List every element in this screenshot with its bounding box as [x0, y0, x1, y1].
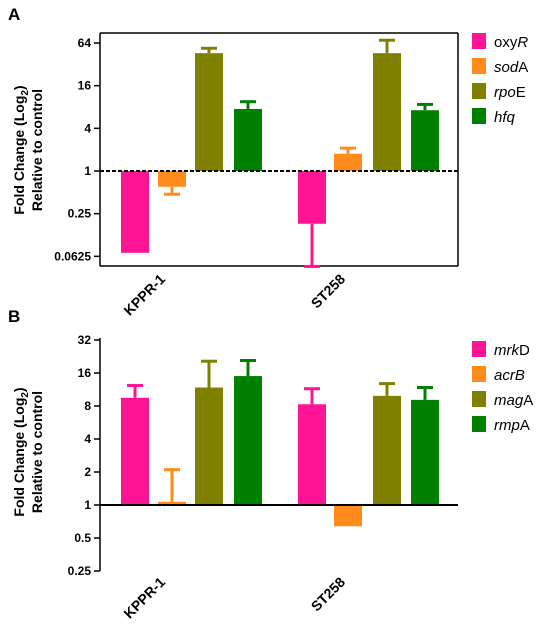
legend-entry: mrkD	[494, 342, 530, 359]
legend-entry: acrB	[494, 367, 525, 384]
y-axis-label: Fold Change (Log2)Relative to control	[11, 387, 45, 516]
ylabel-sub: 2	[20, 90, 31, 96]
y-tick-label: 2	[84, 465, 91, 479]
legend-text-part: oxy	[494, 34, 518, 51]
y-axis-label-line1: Fold Change (Log2)	[11, 85, 31, 214]
bar	[334, 505, 362, 527]
legend-swatch	[472, 341, 486, 357]
bar	[334, 153, 362, 171]
y-tick-label: 16	[78, 366, 92, 380]
bar	[373, 395, 401, 505]
legend-entry: hfq	[494, 109, 516, 126]
legend-text-part: sod	[494, 59, 519, 76]
legend-swatch	[472, 33, 486, 49]
y-tick-label: 64	[78, 36, 92, 50]
bar	[158, 501, 186, 505]
ylabel-end: )	[11, 387, 27, 392]
category-label: ST258	[308, 574, 349, 615]
bar	[298, 171, 326, 224]
legend-text-part: A	[518, 59, 528, 76]
ylabel-end: )	[11, 85, 27, 90]
legend-swatch	[472, 58, 486, 74]
category-label: KPPR-1	[120, 271, 168, 319]
legend-entry: rpoE	[494, 84, 526, 101]
legend-swatch	[472, 83, 486, 99]
bar	[373, 53, 401, 171]
bar	[158, 171, 186, 187]
bar	[121, 171, 149, 253]
y-tick-label: 32	[78, 333, 92, 347]
bar	[298, 404, 326, 505]
legend-text-part: acr	[494, 367, 516, 384]
legend-swatch	[472, 366, 486, 382]
category-label: KPPR-1	[120, 574, 168, 622]
category-label: ST258	[308, 271, 349, 312]
y-tick-label: 1	[84, 498, 91, 512]
legend-text-part: D	[519, 342, 530, 359]
legend-text-part: rmp	[494, 417, 520, 434]
bar	[234, 376, 262, 505]
legend-text-part: mrk	[494, 342, 520, 359]
bar	[411, 399, 439, 505]
panel-label: A	[8, 5, 20, 24]
legend-text-part: A	[520, 417, 530, 434]
legend-entry: rmpA	[494, 417, 530, 434]
panel-A: A 64 16 4 1 0.25 0.0625 Fold Change (Log2)Relat…	[8, 5, 528, 318]
bar	[195, 53, 223, 171]
y-tick-label: 0.25	[68, 564, 92, 578]
legend-text-part: rpo	[494, 84, 516, 101]
legend-text-part: A	[523, 392, 533, 409]
y-tick-label: 1	[84, 164, 91, 178]
legend-text-part: R	[517, 34, 528, 51]
legend-swatch	[472, 391, 486, 407]
y-tick-label: 16	[78, 79, 92, 93]
y-tick-label: 0.5	[74, 531, 91, 545]
bar	[234, 108, 262, 171]
legend-entry: magA	[494, 392, 533, 409]
y-tick-label: 4	[84, 432, 91, 446]
bar	[121, 397, 149, 505]
panel-label: B	[8, 307, 20, 326]
legend-entry: sodA	[494, 59, 528, 76]
bar	[411, 110, 439, 171]
ylabel-text: Fold Change (Log	[11, 398, 27, 517]
legend-text-part: mag	[494, 392, 524, 409]
y-axis-label: Fold Change (Log2)Relative to control	[11, 85, 45, 214]
ylabel-sub: 2	[20, 392, 31, 398]
y-axis-label-line1: Fold Change (Log2)	[11, 387, 31, 516]
legend-swatch	[472, 416, 486, 432]
y-axis-label-line2: Relative to control	[29, 89, 45, 211]
y-tick-label: 4	[84, 121, 91, 135]
y-tick-label: 0.25	[68, 207, 92, 221]
legend-swatch	[472, 108, 486, 124]
legend-entry: oxyR	[494, 34, 528, 51]
legend-text-part: hfq	[494, 109, 516, 126]
ylabel-text: Fold Change (Log	[11, 96, 27, 215]
y-tick-label: 0.0625	[54, 249, 91, 263]
legend-text-part: B	[515, 367, 525, 384]
bar	[195, 387, 223, 505]
y-axis-label-line2: Relative to control	[29, 391, 45, 513]
legend-text-part: E	[516, 84, 526, 101]
y-tick-label: 8	[84, 399, 91, 413]
